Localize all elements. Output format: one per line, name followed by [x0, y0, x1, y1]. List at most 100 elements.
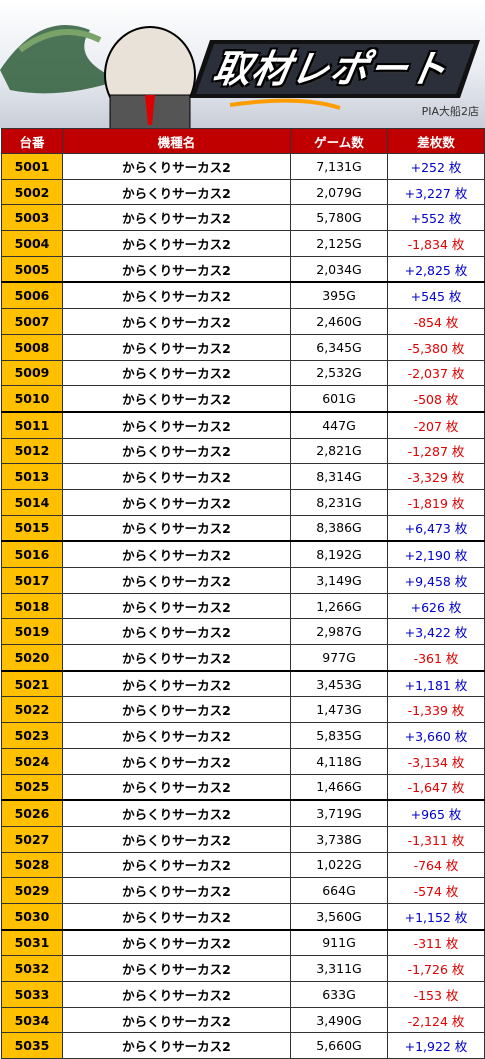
coin-diff: -153 枚	[387, 981, 485, 1008]
coin-diff: +2,190 枚	[387, 540, 485, 569]
table-row: 5008 からくりサーカス2 6,345G -5,380 枚	[1, 333, 485, 361]
machine-name: からくりサーカス2	[62, 981, 291, 1008]
game-count: 5,780G	[290, 204, 388, 232]
machine-name: からくりサーカス2	[62, 722, 291, 749]
machine-name: からくりサーカス2	[62, 618, 291, 646]
machine-number: 5027	[1, 825, 63, 853]
game-count: 1,466G	[290, 773, 388, 801]
game-count: 2,460G	[290, 308, 388, 335]
game-count: 977G	[290, 644, 388, 672]
table-row: 5019 からくりサーカス2 2,987G +3,422 枚	[1, 618, 485, 646]
table-row: 5018 からくりサーカス2 1,266G +626 枚	[1, 592, 485, 620]
machine-name: からくりサーカス2	[62, 592, 291, 620]
machine-name: からくりサーカス2	[62, 567, 291, 594]
machine-number: 5030	[1, 902, 63, 931]
coin-diff: +552 枚	[387, 204, 485, 232]
banner-art	[0, 25, 480, 128]
machine-number: 5025	[1, 773, 63, 801]
machine-number: 5034	[1, 1006, 63, 1034]
coin-diff: -508 枚	[387, 385, 485, 413]
game-count: 8,192G	[290, 540, 388, 569]
game-count: 664G	[290, 877, 388, 904]
machine-name: からくりサーカス2	[62, 385, 291, 413]
game-count: 8,386G	[290, 514, 388, 542]
coin-diff: -1,819 枚	[387, 488, 485, 516]
coin-diff: -5,380 枚	[387, 333, 485, 361]
coin-diff: -207 枚	[387, 410, 485, 439]
game-count: 633G	[290, 981, 388, 1008]
machine-number: 5004	[1, 230, 63, 257]
coin-diff: -854 枚	[387, 308, 485, 335]
coin-diff: -311 枚	[387, 928, 485, 957]
machine-number: 5012	[1, 437, 63, 465]
machine-number: 5009	[1, 359, 63, 387]
table-row: 5015 からくりサーカス2 8,386G +6,473 枚	[1, 514, 485, 542]
machine-number: 5003	[1, 204, 63, 232]
machine-name: からくりサーカス2	[62, 928, 291, 957]
game-count: 5,835G	[290, 722, 388, 749]
table-row: 5004 からくりサーカス2 2,125G -1,834 枚	[1, 230, 485, 257]
game-count: 601G	[290, 385, 388, 413]
machine-number: 5007	[1, 308, 63, 335]
table-row: 5027 からくりサーカス2 3,738G -1,311 枚	[1, 825, 485, 853]
machine-name: からくりサーカス2	[62, 773, 291, 801]
table-row: 5001 からくりサーカス2 7,131G +252 枚	[1, 153, 485, 180]
game-count: 1,022G	[290, 851, 388, 879]
table-row: 5035 からくりサーカス2 5,660G +1,922 枚	[1, 1032, 485, 1059]
table-row: 5010 からくりサーカス2 601G -508 枚	[1, 385, 485, 413]
table-row: 5025 からくりサーカス2 1,466G -1,647 枚	[1, 773, 485, 801]
table-row: 5006 からくりサーカス2 395G +545 枚	[1, 281, 485, 310]
game-count: 2,987G	[290, 618, 388, 646]
game-count: 911G	[290, 928, 388, 957]
table-row: 5012 からくりサーカス2 2,821G -1,287 枚	[1, 437, 485, 465]
machine-name: からくりサーカス2	[62, 437, 291, 465]
coin-diff: -2,037 枚	[387, 359, 485, 387]
machine-number: 5008	[1, 333, 63, 361]
machine-number: 5014	[1, 488, 63, 516]
machine-name: からくりサーカス2	[62, 463, 291, 490]
table-row: 5024 からくりサーカス2 4,118G -3,134 枚	[1, 747, 485, 775]
coin-diff: -1,834 枚	[387, 230, 485, 257]
coin-diff: -574 枚	[387, 877, 485, 904]
coin-diff: -1,287 枚	[387, 437, 485, 465]
banner-title: 取材レポート	[209, 47, 452, 91]
machine-name: からくりサーカス2	[62, 178, 291, 206]
table-row: 5003 からくりサーカス2 5,780G +552 枚	[1, 204, 485, 232]
machine-name: からくりサーカス2	[62, 308, 291, 335]
machine-number: 5015	[1, 514, 63, 542]
coin-diff: +626 枚	[387, 592, 485, 620]
machine-name: からくりサーカス2	[62, 204, 291, 232]
machine-name: からくりサーカス2	[62, 153, 291, 180]
game-count: 3,490G	[290, 1006, 388, 1034]
machine-number: 5032	[1, 955, 63, 982]
game-count: 3,453G	[290, 669, 388, 698]
machine-name: からくりサーカス2	[62, 514, 291, 542]
machine-name: からくりサーカス2	[62, 333, 291, 361]
machine-name: からくりサーカス2	[62, 825, 291, 853]
coin-diff: +6,473 枚	[387, 514, 485, 542]
table-row: 5016 からくりサーカス2 8,192G +2,190 枚	[1, 540, 485, 569]
coin-diff: -2,124 枚	[387, 1006, 485, 1034]
machine-number: 5005	[1, 255, 63, 283]
table-row: 5021 からくりサーカス2 3,453G +1,181 枚	[1, 669, 485, 698]
coin-diff: +2,825 枚	[387, 255, 485, 283]
table-body: 5001 からくりサーカス2 7,131G +252 枚 5002 からくりサーカス2 2,…	[1, 153, 485, 1059]
machine-number: 5028	[1, 851, 63, 879]
table-row: 5032 からくりサーカス2 3,311G -1,726 枚	[1, 955, 485, 982]
machine-name: からくりサーカス2	[62, 955, 291, 982]
game-count: 7,131G	[290, 153, 388, 180]
game-count: 2,532G	[290, 359, 388, 387]
coin-diff: +1,922 枚	[387, 1032, 485, 1059]
game-count: 2,079G	[290, 178, 388, 206]
column-header: 差枚数	[387, 128, 485, 154]
machine-number: 5020	[1, 644, 63, 672]
coin-diff: -3,329 枚	[387, 463, 485, 490]
game-count: 3,311G	[290, 955, 388, 982]
table-row: 5028 からくりサーカス2 1,022G -764 枚	[1, 851, 485, 879]
machine-number: 5035	[1, 1032, 63, 1059]
machine-number: 5024	[1, 747, 63, 775]
machine-number: 5002	[1, 178, 63, 206]
coin-diff: +252 枚	[387, 153, 485, 180]
store-name: PIA大船2店	[421, 105, 479, 118]
game-count: 8,314G	[290, 463, 388, 490]
